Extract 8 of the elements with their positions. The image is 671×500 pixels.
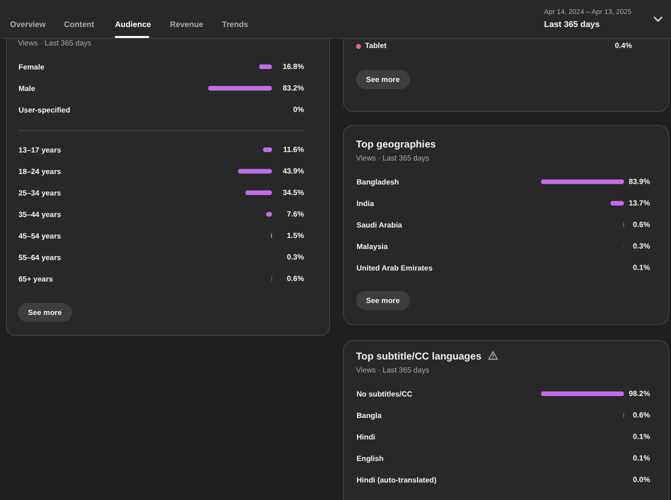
text: Overview	[10, 20, 46, 29]
text: Audience	[115, 20, 152, 29]
text: Revenue	[170, 20, 204, 29]
text: Trends	[222, 20, 248, 29]
text: Last 365 days	[544, 19, 600, 29]
text: Content	[64, 20, 94, 29]
text: Top geographies	[356, 140, 436, 151]
text: Top subtitle/CC languages	[356, 352, 482, 363]
